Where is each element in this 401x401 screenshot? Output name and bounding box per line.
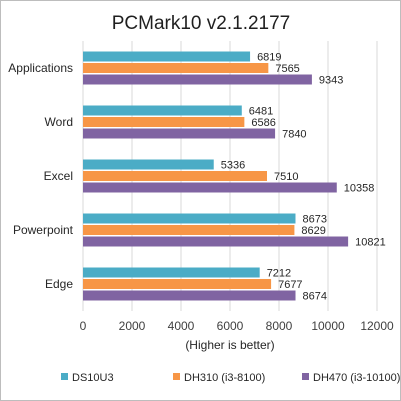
legend-swatch [61,373,68,380]
category-label: Edge [45,277,73,291]
data-label: 7212 [267,268,291,280]
data-label: 10821 [355,237,386,249]
x-tick-label: 12000 [360,319,394,333]
bar [83,267,260,278]
data-label: 7565 [275,63,299,75]
category-label: Excel [44,169,73,183]
bar [83,105,242,116]
bar [83,290,296,301]
data-label: 6481 [249,106,273,118]
x-tick-label: 4000 [168,319,195,333]
bar [83,225,295,235]
category-label: Word [45,115,73,129]
data-label: 8674 [303,291,327,303]
data-label: 5336 [221,160,245,172]
x-tick-label: 6000 [217,319,244,333]
x-tick-labels: 0 2000 4000 6000 8000 10000 12000 [80,319,394,333]
bar [83,213,296,224]
legend-label: DH470 (i3-10100) [313,372,400,384]
bar [83,128,276,139]
bar [83,236,349,247]
legend-label: DH310 (i3-8100) [184,372,265,384]
data-label: 6819 [257,52,281,64]
data-label: 7677 [278,279,302,291]
data-label: 7840 [282,129,306,141]
data-label: 9343 [319,75,343,87]
category-label: Applications [8,61,73,75]
x-axis-label: (Higher is better) [185,338,274,352]
x-tick-label: 8000 [266,319,293,333]
legend-label: DS10U3 [72,372,114,384]
data-label: 6586 [251,117,275,129]
bar [83,63,269,73]
data-label: 10358 [344,183,375,195]
legend-swatch [302,373,309,380]
chart-title: PCMark10 v2.1.2177 [112,13,291,34]
bar [83,117,245,127]
data-label: 8673 [302,214,326,226]
bar [83,159,214,170]
category-label: Powerpoint [13,223,74,237]
bar [83,74,312,85]
x-tick-label: 2000 [119,319,146,333]
x-tick-label: 10000 [311,319,345,333]
data-label: 8629 [301,225,325,237]
bar [83,51,251,62]
category-labels: Applications Word Excel Powerpoint Edge [8,61,73,291]
bar [83,279,272,289]
bar [83,171,267,181]
x-tick-label: 0 [80,319,87,333]
bar [83,182,337,193]
data-label: 7510 [274,171,298,183]
legend-swatch [173,373,180,380]
legend: DS10U3 DH310 (i3-8100) DH470 (i3-10100) [61,372,400,384]
